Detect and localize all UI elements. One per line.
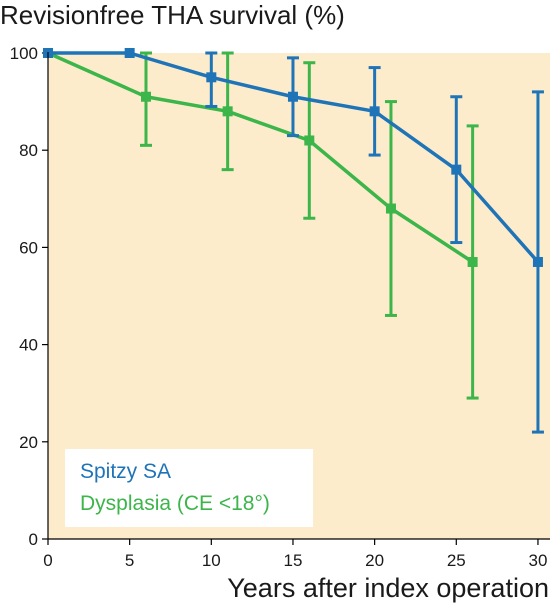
data-point <box>124 48 135 58</box>
series-layer <box>43 48 544 434</box>
legend: Spitzy SA Dysplasia (CE <18°) <box>65 449 313 527</box>
y-tick-label: 40 <box>19 336 38 355</box>
legend-entry: Dysplasia (CE <18°) <box>80 492 270 515</box>
y-tick-label: 80 <box>19 141 38 160</box>
chart-title: Revisionfree THA survival (%) <box>0 0 345 30</box>
y-tick-label: 100 <box>10 44 38 63</box>
legend-entry: Spitzy SA <box>80 460 171 483</box>
series-line <box>47 51 474 264</box>
x-tick-label: 0 <box>43 551 52 570</box>
x-axis-label: Years after index operation <box>227 573 549 603</box>
data-point <box>304 135 315 146</box>
data-point <box>467 256 478 267</box>
data-point <box>369 106 380 117</box>
data-point <box>140 91 151 102</box>
series-1 <box>43 48 479 400</box>
x-tick-label: 5 <box>125 551 134 570</box>
x-tick-label: 30 <box>528 551 547 570</box>
data-point <box>222 106 233 117</box>
y-tick-label: 60 <box>19 238 38 257</box>
series-0 <box>43 48 544 434</box>
data-point <box>287 91 298 102</box>
x-tick-label: 15 <box>284 551 303 570</box>
legend-box <box>65 449 313 527</box>
data-point <box>385 203 396 214</box>
y-tick-label: 0 <box>29 530 38 549</box>
data-point <box>451 164 462 175</box>
x-tick-label: 25 <box>447 551 466 570</box>
y-tick-label: 20 <box>19 433 38 452</box>
x-tick-label: 20 <box>365 551 384 570</box>
data-point <box>532 256 543 267</box>
x-tick-label: 10 <box>202 551 221 570</box>
axis-ticks: 0 20 40 60 80 100 0 5 10 15 20 25 30 <box>10 44 548 570</box>
data-point <box>206 72 217 83</box>
